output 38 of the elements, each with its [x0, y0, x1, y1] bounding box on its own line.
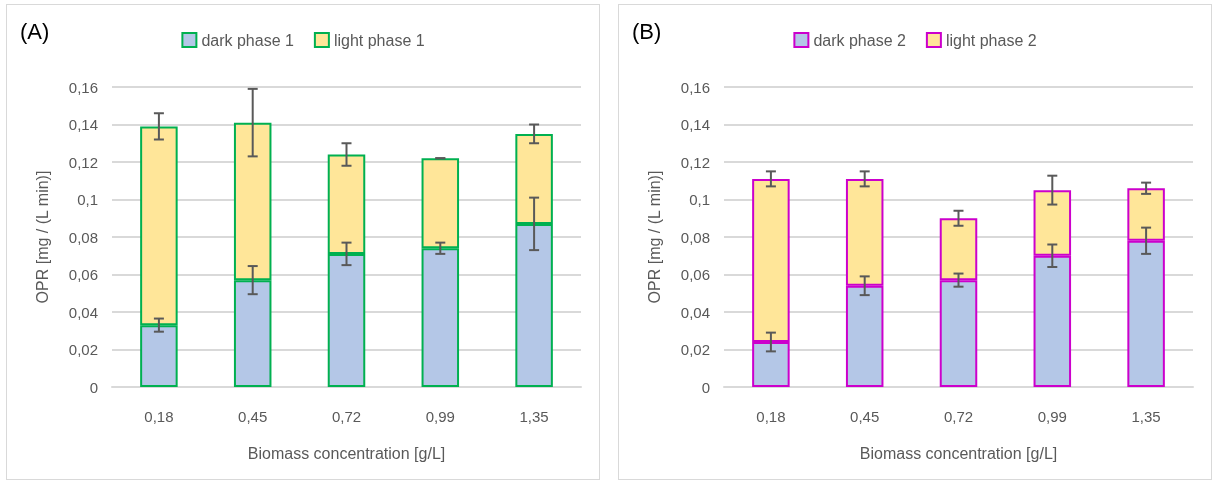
- y-tick-label: 0,16: [680, 78, 710, 96]
- y-axis-title: OPR [mg / (L min)]: [645, 170, 663, 304]
- y-tick-label: 0: [89, 378, 98, 396]
- legend-label: light phase 2: [945, 31, 1037, 49]
- legend-label: dark phase 2: [813, 31, 906, 49]
- y-tick-label: 0,08: [68, 228, 98, 246]
- x-tick-label: 0,99: [1037, 408, 1067, 425]
- x-tick-label: 0,72: [331, 408, 362, 425]
- chart-title: (A): [20, 18, 50, 44]
- x-axis-title: Biomass concentration [g/L]: [247, 444, 446, 462]
- x-axis-title: Biomass concentration [g/L]: [859, 444, 1058, 462]
- x-tick-label: 0,45: [850, 408, 880, 425]
- legend-label: light phase 1: [333, 31, 425, 49]
- x-tick-label: 1,35: [519, 408, 549, 425]
- y-tick-label: 0,14: [68, 116, 98, 133]
- y-tick-label: 0,02: [680, 341, 710, 358]
- x-tick-label: 0,45: [238, 408, 268, 425]
- y-tick-label: 0,12: [68, 153, 98, 171]
- y-tick-label: 0,04: [68, 303, 98, 321]
- x-tick-label: 0,18: [144, 408, 174, 425]
- x-tick-label: 0,72: [943, 408, 974, 425]
- y-tick-label: 0: [701, 378, 710, 396]
- legend-label: dark phase 1: [201, 31, 294, 49]
- y-tick-label: 0,1: [77, 191, 98, 208]
- y-tick-label: 0,16: [68, 78, 98, 96]
- y-tick-label: 0,14: [680, 116, 710, 133]
- y-tick-label: 0,06: [68, 266, 98, 283]
- y-tick-label: 0,04: [680, 303, 710, 321]
- x-tick-label: 1,35: [1131, 408, 1161, 425]
- y-tick-label: 0,06: [680, 266, 710, 283]
- x-tick-label: 0,99: [425, 408, 455, 425]
- chart-title: (B): [632, 18, 662, 44]
- y-tick-label: 0,1: [689, 191, 710, 208]
- y-tick-label: 0,08: [680, 228, 710, 246]
- y-tick-label: 0,02: [68, 341, 98, 358]
- y-axis-title: OPR [mg / (L min)]: [33, 170, 51, 304]
- x-tick-label: 0,18: [756, 408, 786, 425]
- y-tick-label: 0,12: [680, 153, 710, 171]
